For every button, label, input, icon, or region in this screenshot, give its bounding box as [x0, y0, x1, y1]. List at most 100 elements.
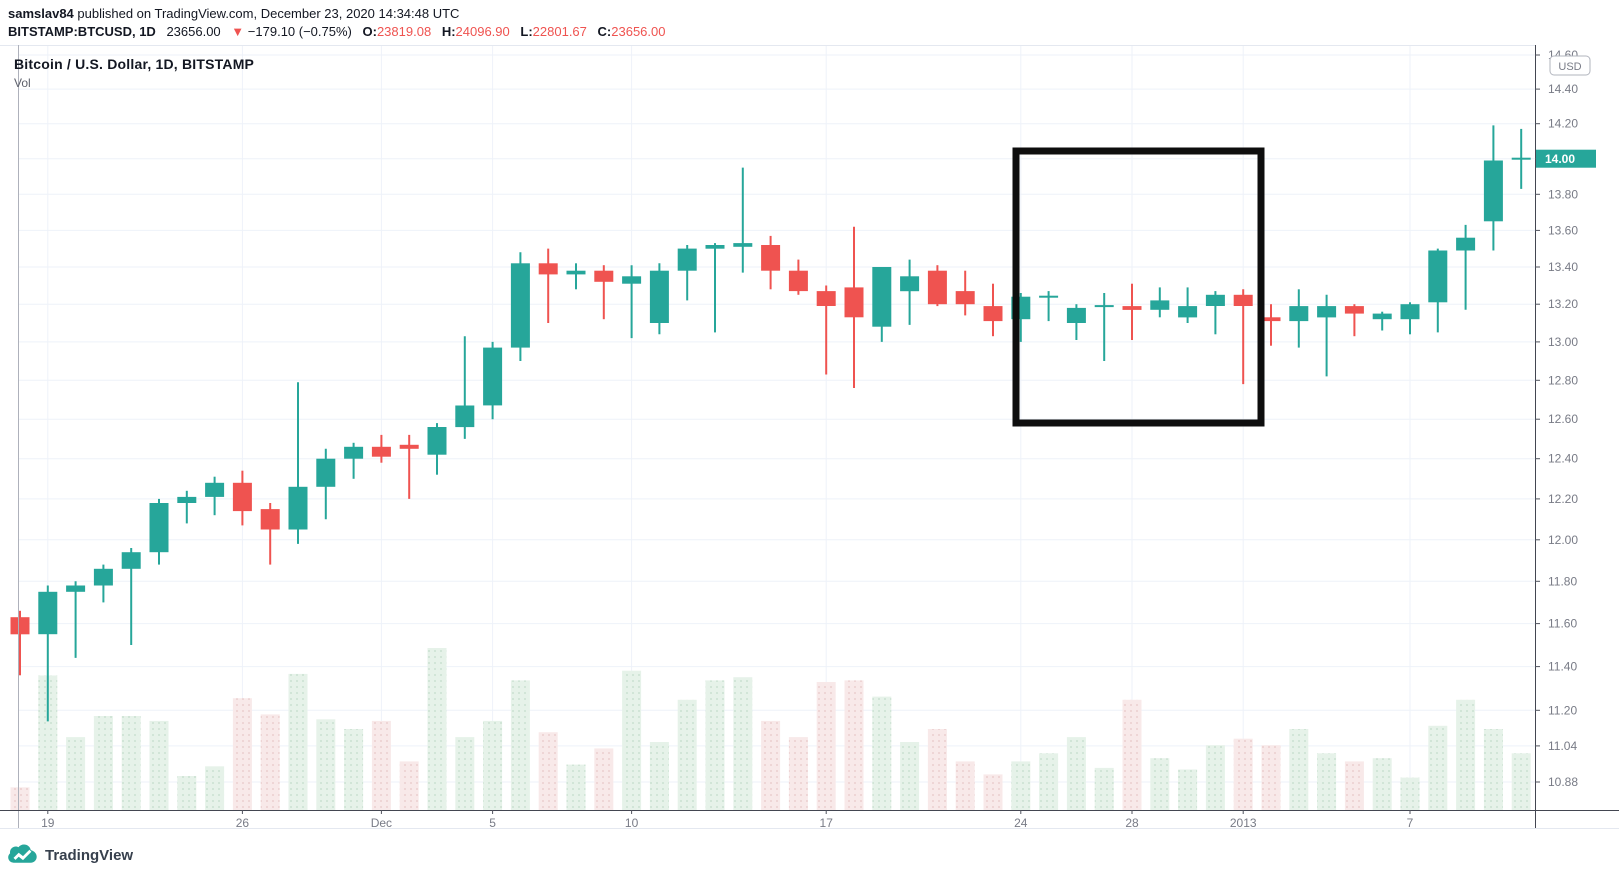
- volume-bar: [1344, 761, 1364, 810]
- annotation-rectangle: [1012, 147, 1265, 427]
- volume-bar: [149, 720, 169, 810]
- high-label: H:: [441, 24, 456, 39]
- last-price: 23656.00: [166, 24, 221, 39]
- volume-bar: [816, 682, 836, 810]
- candle-jan-1: [1233, 289, 1253, 385]
- candle-nov-18: [10, 610, 30, 676]
- candle-nov-27: [260, 503, 280, 565]
- candle-dec-30: [1178, 287, 1198, 323]
- volume-bar: [1317, 753, 1337, 810]
- high-value: 24096.90: [455, 24, 510, 39]
- volume-bar: [260, 714, 280, 810]
- volume-bar: [677, 699, 697, 810]
- volume-bar: [761, 720, 781, 810]
- candle-dec-31: [1205, 291, 1225, 335]
- candle-nov-29: [316, 448, 336, 520]
- candle-dec-26: [1066, 304, 1086, 340]
- volume-bar: [66, 737, 86, 810]
- candle-dec-7: [538, 248, 558, 323]
- price-tick-label: 13.00: [1548, 335, 1578, 349]
- price-tick-label: 13.80: [1548, 187, 1578, 201]
- currency-badge[interactable]: USD: [1549, 55, 1591, 76]
- open-value: 23819.08: [376, 24, 432, 39]
- candle-dec-10: [622, 265, 642, 339]
- time-tick-label: 7: [1407, 816, 1414, 830]
- volume-bar: [38, 675, 58, 810]
- candle-dec-28: [1122, 283, 1142, 340]
- volume-bar: [1289, 729, 1309, 810]
- volume-bar: [1205, 745, 1225, 810]
- price-tick-label: 12.80: [1548, 373, 1578, 387]
- candle-nov-22: [121, 548, 141, 645]
- candle-jan-8: [1428, 248, 1448, 333]
- volume-bar: [1483, 729, 1503, 810]
- time-tick-label: Dec: [371, 816, 392, 830]
- publish-line: samslav84 published on TradingView.com, …: [8, 6, 459, 21]
- candle-nov-30: [344, 442, 364, 479]
- price-tick-label: 10.88: [1548, 775, 1578, 789]
- symbol-line: BITSTAMP:BTCUSD, 1D 23656.00 ▼ −179.10 (…: [8, 24, 665, 39]
- volume-bar: [983, 774, 1003, 810]
- candle-dec-18: [844, 226, 864, 388]
- volume-bar: [1372, 758, 1392, 810]
- price-tick-label: 12.60: [1548, 412, 1578, 426]
- candle-nov-24: [177, 490, 197, 524]
- price-tick-label: 12.20: [1548, 492, 1578, 506]
- volume-bar: [316, 719, 336, 810]
- candle-dec-11: [649, 263, 669, 335]
- price-tick-label: 11.20: [1548, 703, 1577, 717]
- candle-dec-6: [510, 252, 530, 361]
- volume-bar: [483, 720, 503, 810]
- volume-bar: [1456, 699, 1476, 810]
- volume-bar: [872, 696, 892, 810]
- svg-text:14.00: 14.00: [1545, 152, 1575, 166]
- price-tick-label: 14.20: [1548, 117, 1578, 131]
- time-axis[interactable]: 19 26 Dec 5 10 17 24 28 2013 7: [41, 810, 1414, 830]
- candle-dec-8: [566, 263, 586, 290]
- volume-bar: [538, 732, 558, 810]
- symbol-name: BITSTAMP:BTCUSD, 1D: [8, 24, 156, 39]
- candle-nov-26: [232, 470, 252, 526]
- price-gridlines: [18, 54, 1535, 783]
- volume-bar: [1178, 769, 1198, 810]
- candle-nov-20: [66, 581, 86, 658]
- volume-bar: [955, 761, 975, 810]
- volume-bar: [1094, 767, 1114, 810]
- price-tick-label: 13.20: [1548, 297, 1578, 311]
- candle-dec-12: [677, 245, 697, 301]
- time-tick-label: 2013: [1230, 816, 1257, 830]
- candle-dec-29: [1150, 287, 1170, 318]
- volume-bar: [427, 648, 447, 810]
- price-tick-label: 14.40: [1548, 82, 1578, 96]
- price-tick-label: 12.40: [1548, 452, 1578, 466]
- volume-bar: [705, 680, 725, 810]
- price-axis-panel[interactable]: [1536, 45, 1619, 810]
- candle-dec-19: [872, 267, 892, 342]
- volume-bar: [121, 716, 141, 810]
- volume-bar: [344, 729, 364, 810]
- volume-bar: [733, 677, 753, 810]
- publish-text: published on TradingView.com, December 2…: [73, 6, 460, 21]
- volume-bar: [1150, 758, 1170, 810]
- brand-name: TradingView: [45, 846, 134, 864]
- volume-bar: [371, 720, 391, 810]
- candle-dec-17: [816, 285, 836, 375]
- time-tick-label: 24: [1014, 816, 1028, 830]
- candle-jan-2: [1261, 304, 1281, 346]
- volume-bar: [399, 761, 419, 810]
- volume-bar: [649, 742, 669, 810]
- time-tick-label: 17: [820, 816, 834, 830]
- candle-dec-21: [927, 265, 947, 307]
- candle-jan-9: [1456, 224, 1476, 310]
- candle-dec-14: [733, 167, 753, 273]
- time-gridlines: [47, 45, 1411, 810]
- candle-dec-5: [483, 341, 503, 420]
- price-tick-label: 11.40: [1548, 660, 1577, 674]
- volume-bar: [1511, 753, 1531, 810]
- volume-bar: [205, 766, 225, 810]
- price-change: −179.10 (−0.75%): [247, 24, 352, 39]
- candle-dec-23: [983, 283, 1003, 337]
- chart-title: Bitcoin / U.S. Dollar, 1D, BITSTAMP: [14, 56, 255, 72]
- low-value: 22801.67: [532, 24, 587, 39]
